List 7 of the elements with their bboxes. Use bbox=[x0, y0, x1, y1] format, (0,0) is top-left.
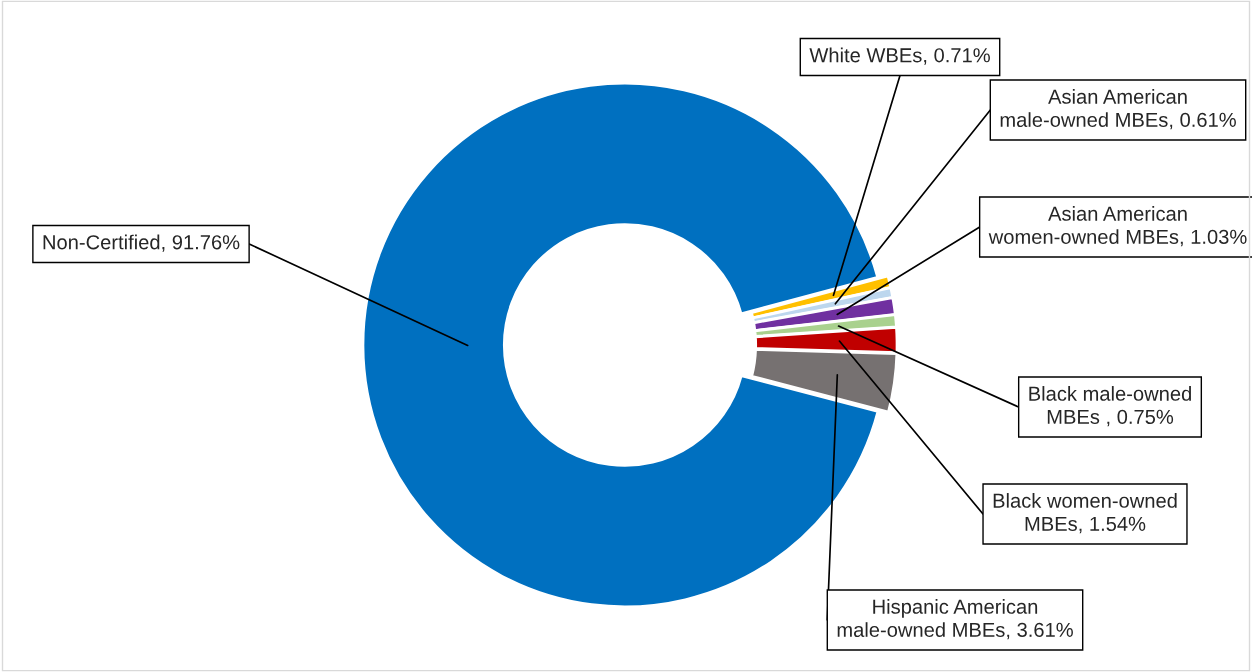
slice-label: White WBEs, 0.71% bbox=[809, 47, 990, 65]
slice-label: Asian American male-owned MBEs, 0.61% bbox=[1000, 89, 1236, 130]
slice-label: Hispanic American male-owned MBEs, 3.61% bbox=[837, 599, 1073, 640]
slice-label: Black women-owned MBEs, 1.54% bbox=[993, 493, 1177, 534]
slice-label: Non-Certified, 91.76% bbox=[43, 234, 240, 252]
slice-label: Asian American women-owned MBEs, 1.03% bbox=[988, 206, 1247, 247]
slice-label: Black male-owned MBEs , 0.75% bbox=[1029, 386, 1191, 427]
